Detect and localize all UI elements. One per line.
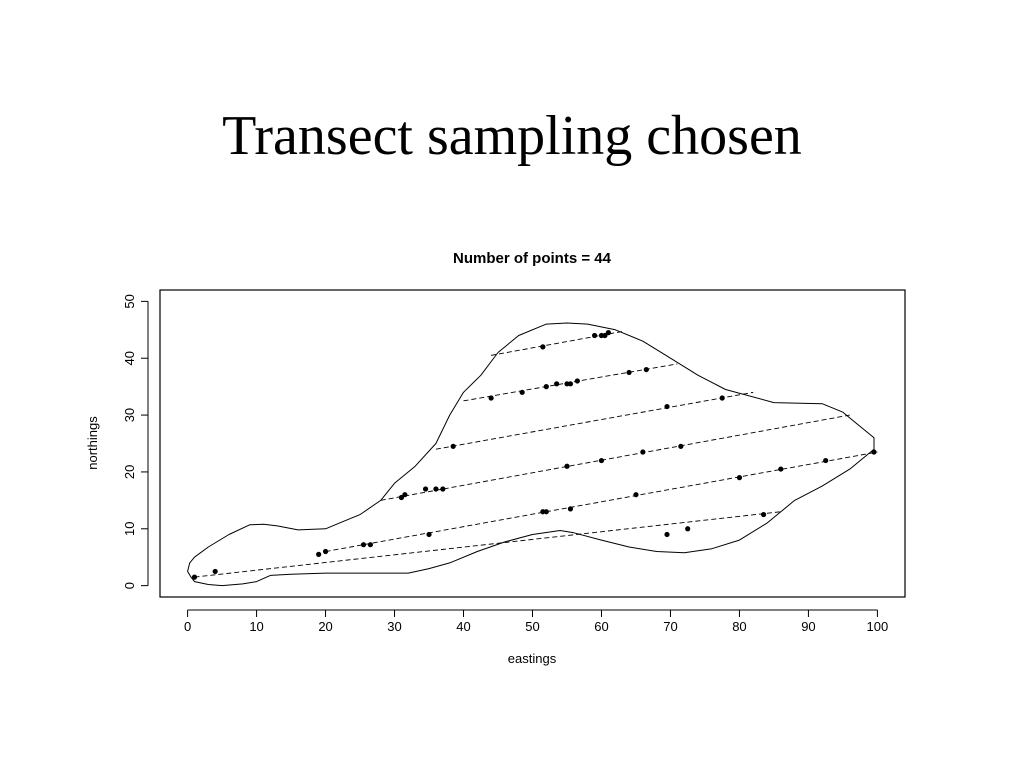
sample-point — [778, 466, 784, 472]
y-tick-label: 50 — [122, 294, 137, 308]
x-axis: 0 10 20 30 40 50 60 70 80 90 100 — [184, 609, 889, 634]
sample-point — [719, 395, 725, 401]
sample-point — [602, 332, 608, 339]
transect-line-4 — [435, 391, 754, 450]
transect-line-2 — [325, 451, 878, 552]
sample-point — [402, 492, 408, 498]
sample-point — [191, 574, 198, 580]
x-axis-label: eastings — [508, 651, 557, 666]
sample-point — [598, 457, 605, 464]
chart-title: Number of points = 44 — [453, 250, 612, 267]
sample-point — [760, 511, 767, 518]
sample-point — [871, 449, 877, 455]
sample-point — [322, 548, 329, 555]
y-axis-label: northings — [85, 416, 100, 470]
y-axis: 0 10 20 30 40 50 — [122, 294, 149, 589]
y-tick-label: 10 — [122, 522, 137, 536]
sample-point — [591, 332, 598, 339]
x-tick-label: 80 — [732, 619, 746, 634]
sample-points-layer — [191, 330, 877, 580]
sample-point — [567, 381, 574, 387]
sample-point — [360, 542, 367, 548]
sample-point — [626, 369, 632, 376]
sample-point — [433, 486, 439, 492]
x-tick-label: 30 — [387, 619, 401, 634]
x-tick-label: 70 — [663, 619, 677, 634]
sample-point — [316, 551, 322, 557]
sample-point — [605, 330, 611, 336]
sample-point — [567, 506, 574, 512]
sample-point — [574, 378, 580, 384]
y-tick-label: 0 — [122, 582, 137, 589]
sample-point — [212, 568, 218, 575]
sample-point — [422, 486, 429, 492]
sample-point — [643, 366, 649, 373]
sample-point — [450, 443, 456, 449]
sample-point — [367, 542, 373, 548]
sample-point — [736, 475, 743, 481]
transect-line-1 — [194, 511, 781, 578]
sample-point — [540, 344, 546, 350]
study-area-boundary-layer — [187, 322, 875, 587]
sample-point — [664, 403, 670, 410]
sample-point — [633, 492, 639, 498]
sample-point — [823, 457, 829, 464]
y-tick-label: 40 — [122, 351, 137, 365]
x-tick-label: 90 — [801, 619, 815, 634]
x-tick-label: 10 — [249, 619, 263, 634]
sample-point — [678, 443, 684, 449]
y-tick-label: 30 — [122, 408, 137, 422]
x-tick-label: 40 — [456, 619, 470, 634]
sample-point — [440, 486, 446, 492]
sample-point — [564, 463, 570, 469]
transect-lines-layer — [194, 331, 878, 578]
sample-point — [543, 509, 549, 515]
x-tick-label: 0 — [184, 619, 191, 634]
sample-point — [519, 389, 525, 395]
sample-point — [488, 395, 494, 401]
x-tick-label: 50 — [525, 619, 539, 634]
sample-point — [664, 531, 670, 538]
study-area-boundary — [187, 322, 875, 587]
sample-point — [685, 526, 691, 532]
transect-line-3 — [380, 414, 850, 501]
y-tick-label: 20 — [122, 465, 137, 479]
sample-point — [398, 494, 405, 501]
x-tick-label: 100 — [867, 619, 889, 634]
sample-point — [640, 449, 646, 455]
x-tick-label: 20 — [318, 619, 332, 634]
sample-point — [543, 384, 549, 390]
transect-line-6 — [491, 331, 623, 356]
sample-point — [554, 381, 560, 387]
plot-frame — [159, 289, 906, 598]
x-tick-label: 60 — [594, 619, 608, 634]
slide-title: Transect sampling chosen — [222, 105, 802, 167]
sample-point — [426, 531, 432, 538]
